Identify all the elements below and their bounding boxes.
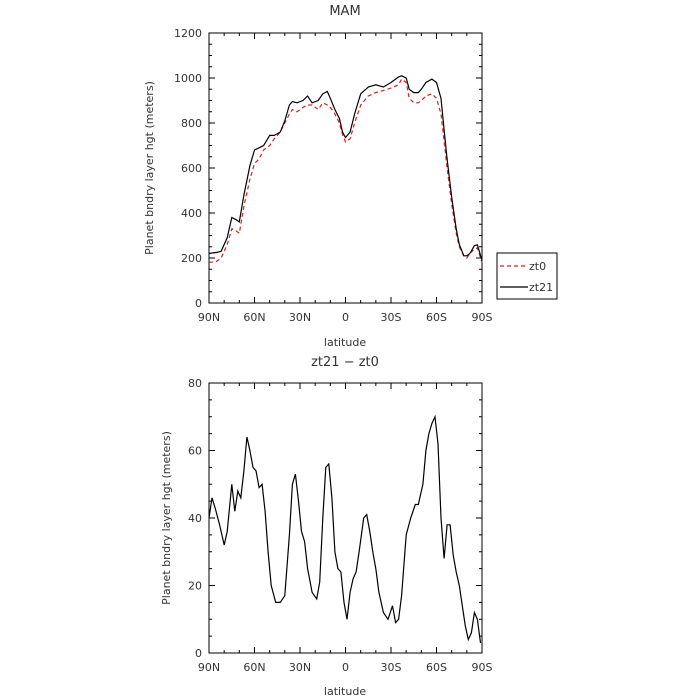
legend-label-zt0: zt0 bbox=[529, 260, 546, 273]
series-line-zt0 bbox=[208, 78, 483, 264]
y-tick-label: 80 bbox=[188, 377, 202, 390]
y-tick-label: 60 bbox=[188, 445, 202, 458]
x-tick-label: 90N bbox=[198, 661, 220, 674]
x-tick-label: 60S bbox=[426, 661, 447, 674]
x-tick-label: 0 bbox=[342, 661, 349, 674]
bottom-panel: zt21 − zt0 90N 60N 30N 0 30S 60S 90S 0 20 40 60 80… bbox=[160, 355, 493, 698]
y-tick-label: 20 bbox=[188, 580, 202, 593]
legend-box bbox=[496, 252, 558, 300]
bottom-series-group bbox=[208, 414, 482, 643]
bottom-y-tick-labels: 0 20 40 60 80 bbox=[188, 377, 202, 660]
top-chart-title: MAM bbox=[329, 4, 360, 19]
x-tick-label: 60N bbox=[243, 661, 265, 674]
top-series-group bbox=[208, 75, 483, 264]
y-tick-label: 400 bbox=[181, 207, 202, 220]
x-tick-label: 60N bbox=[243, 311, 265, 324]
top-x-axis-label: latitude bbox=[324, 336, 366, 349]
top-x-tick-labels: 90N 60N 30N 0 30S 60S 90S bbox=[198, 311, 493, 324]
bottom-y-axis-label: Planet bndry layer hgt (meters) bbox=[160, 431, 173, 605]
y-tick-label: 0 bbox=[195, 297, 202, 310]
top-panel: MAM 90N 60N 30N 0 30S 60S 90S 0 200 400 600 800 100… bbox=[143, 4, 558, 349]
series-line-diff-0 bbox=[208, 414, 482, 643]
y-tick-label: 40 bbox=[188, 512, 202, 525]
y-tick-label: 800 bbox=[181, 117, 202, 130]
series-line-zt21 bbox=[208, 75, 483, 261]
x-tick-label: 30S bbox=[381, 311, 402, 324]
x-tick-label: 90N bbox=[198, 311, 220, 324]
bottom-x-tick-labels: 90N 60N 30N 0 30S 60S 90S bbox=[198, 661, 493, 674]
y-tick-label: 600 bbox=[181, 162, 202, 175]
legend: zt0 zt21 bbox=[496, 252, 558, 300]
y-tick-label: 0 bbox=[195, 647, 202, 660]
x-tick-label: 90S bbox=[472, 311, 493, 324]
x-tick-label: 90S bbox=[472, 661, 493, 674]
y-tick-label: 1000 bbox=[174, 72, 202, 85]
y-tick-label: 200 bbox=[181, 252, 202, 265]
top-y-axis-label: Planet bndry layer hgt (meters) bbox=[143, 81, 156, 255]
x-tick-label: 30N bbox=[289, 661, 311, 674]
bottom-chart-title: zt21 − zt0 bbox=[311, 355, 379, 370]
x-tick-label: 30N bbox=[289, 311, 311, 324]
x-tick-label: 0 bbox=[342, 311, 349, 324]
x-tick-label: 30S bbox=[381, 661, 402, 674]
top-plot-frame bbox=[208, 32, 483, 304]
y-tick-label: 1200 bbox=[174, 27, 202, 40]
bottom-x-axis-label: latitude bbox=[324, 685, 366, 698]
x-tick-label: 60S bbox=[426, 311, 447, 324]
legend-label-zt21: zt21 bbox=[529, 281, 553, 294]
top-y-tick-labels: 0 200 400 600 800 1000 1200 bbox=[174, 27, 202, 310]
